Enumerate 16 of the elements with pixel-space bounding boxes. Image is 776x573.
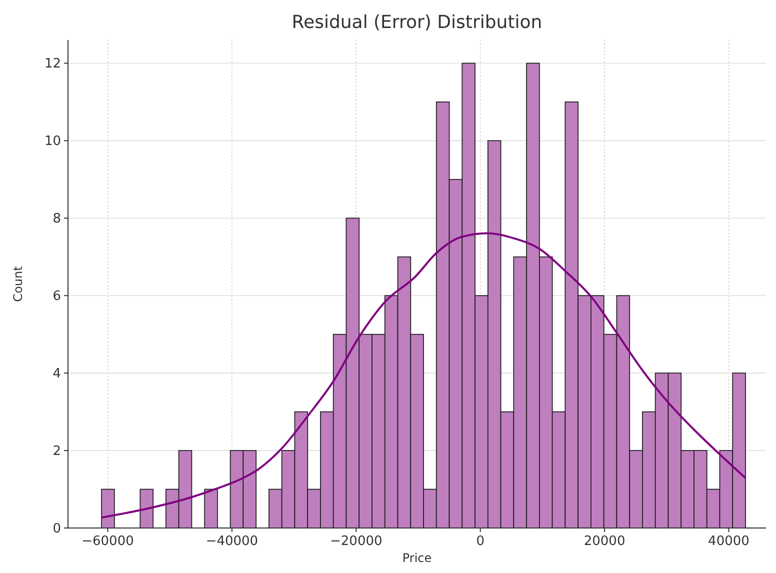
y-tick-label: 10 <box>44 134 61 150</box>
x-tick-label: 20000 <box>584 534 626 549</box>
y-tick-label: 6 <box>52 289 61 304</box>
y-tick-label: 8 <box>52 212 61 227</box>
y-tick-label: 4 <box>52 366 61 382</box>
x-tick-label: 0 <box>476 534 484 549</box>
y-tick-label: 2 <box>52 444 61 460</box>
chart-title: Residual (Error) Distribution <box>292 12 542 33</box>
x-tick-label: −20000 <box>330 534 382 549</box>
y-axis-title: Count <box>11 266 25 302</box>
x-tick-label: −60000 <box>82 534 134 549</box>
y-tick-label: 12 <box>44 56 61 72</box>
y-tick-label: 0 <box>52 522 61 536</box>
x-tick-label: 40000 <box>708 534 750 549</box>
x-axis-title: Price <box>402 551 432 565</box>
x-tick-label: −40000 <box>206 534 258 549</box>
